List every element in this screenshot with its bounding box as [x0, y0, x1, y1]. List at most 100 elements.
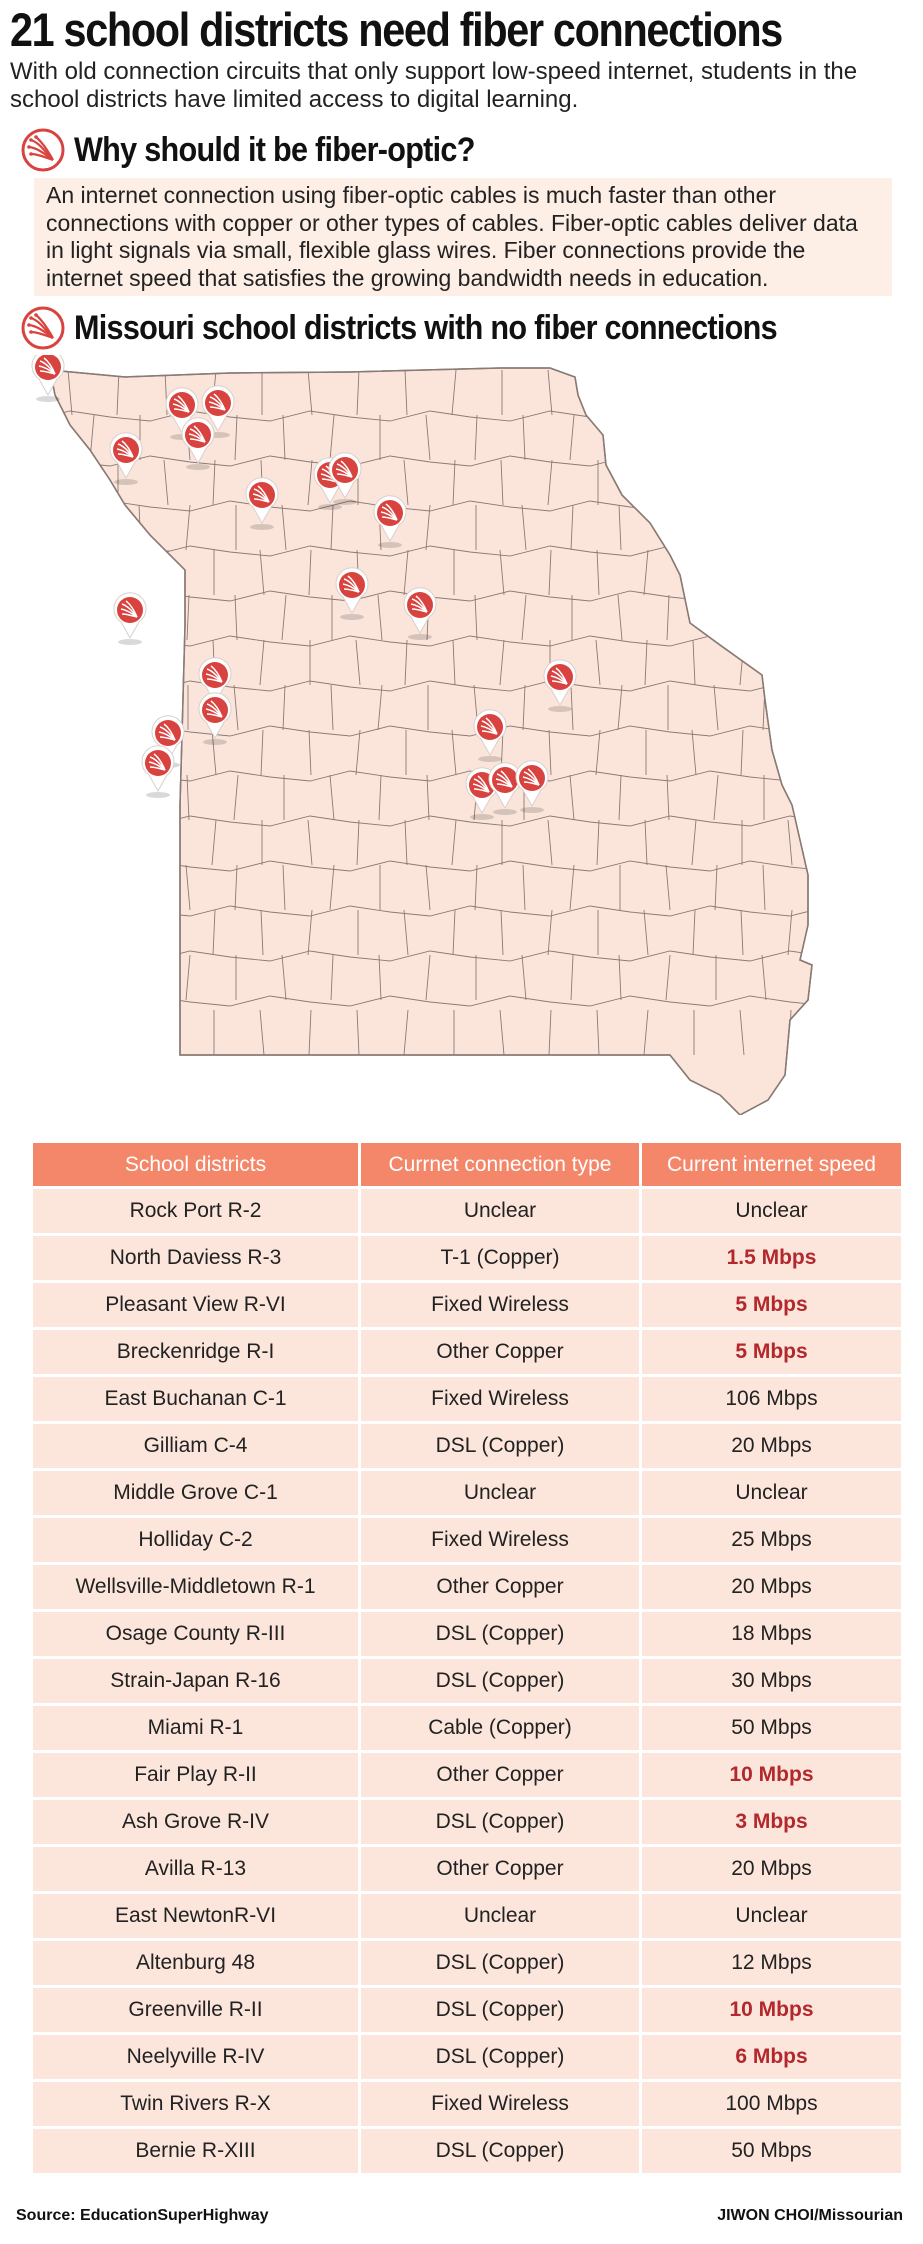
fiber-optic-pin-icon [113, 592, 147, 646]
district-cell: Pleasant View R-VI [33, 1283, 358, 1327]
internet-speed-cell: 106 Mbps [642, 1377, 901, 1421]
connection-type-cell: Unclear [361, 1894, 639, 1938]
connection-type-cell: Unclear [361, 1471, 639, 1515]
connection-type-cell: Fixed Wireless [361, 1518, 639, 1562]
internet-speed-cell: 100 Mbps [642, 2082, 901, 2126]
internet-speed-cell: 10 Mbps [642, 1988, 901, 2032]
district-cell: East Buchanan C-1 [33, 1377, 358, 1421]
connection-type-cell: Cable (Copper) [361, 1706, 639, 1750]
connection-type-cell: DSL (Copper) [361, 2129, 639, 2173]
connection-type-cell: Fixed Wireless [361, 1377, 639, 1421]
source-credit: Source: EducationSuperHighway [16, 2207, 269, 2224]
table-row: Greenville R-II DSL (Copper) 10 Mbps [33, 1988, 901, 2032]
internet-speed-cell: 3 Mbps [642, 1800, 901, 1844]
missouri-map [31, 355, 813, 1115]
district-cell: Ash Grove R-IV [33, 1800, 358, 1844]
column-header-district: School districts [33, 1143, 358, 1186]
internet-speed-cell: 5 Mbps [642, 1283, 901, 1327]
internet-speed-cell: 20 Mbps [642, 1847, 901, 1891]
internet-speed-cell: 10 Mbps [642, 1753, 901, 1797]
connection-type-cell: Unclear [361, 1189, 639, 1233]
connection-type-cell: Fixed Wireless [361, 1283, 639, 1327]
district-cell: Twin Rivers R-X [33, 2082, 358, 2126]
district-cell: Osage County R-III [33, 1612, 358, 1656]
internet-speed-cell: 5 Mbps [642, 1330, 901, 1374]
column-header-internet-speed: Current internet speed [642, 1143, 901, 1186]
district-cell: East NewtonR-VI [33, 1894, 358, 1938]
internet-speed-cell: 20 Mbps [642, 1424, 901, 1468]
table-row: Twin Rivers R-X Fixed Wireless 100 Mbps [33, 2082, 901, 2126]
district-cell: Gilliam C-4 [33, 1424, 358, 1468]
section-heading-why-label: Why should it be fiber-optic? [74, 130, 475, 169]
table-row: East NewtonR-VI Unclear Unclear [33, 1894, 901, 1938]
table-row: North Daviess R-3 T-1 (Copper) 1.5 Mbps [33, 1236, 901, 1280]
table-row: Bernie R-XIII DSL (Copper) 50 Mbps [33, 2129, 901, 2173]
district-cell: North Daviess R-3 [33, 1236, 358, 1280]
table-row: East Buchanan C-1 Fixed Wireless 106 Mbps [33, 1377, 901, 1421]
internet-speed-cell: 25 Mbps [642, 1518, 901, 1562]
district-cell: Fair Play R-II [33, 1753, 358, 1797]
district-cell: Neelyville R-IV [33, 2035, 358, 2079]
fiber-optic-icon [21, 128, 65, 172]
internet-speed-cell: 12 Mbps [642, 1941, 901, 1985]
table-row: Fair Play R-II Other Copper 10 Mbps [33, 1753, 901, 1797]
connection-type-cell: DSL (Copper) [361, 1941, 639, 1985]
table-header-row: School districts Currnet connection type… [33, 1143, 901, 1186]
connection-type-cell: Other Copper [361, 1330, 639, 1374]
table-row: Miami R-1 Cable (Copper) 50 Mbps [33, 1706, 901, 1750]
connection-type-cell: Fixed Wireless [361, 2082, 639, 2126]
district-cell: Middle Grove C-1 [33, 1471, 358, 1515]
column-header-connection-type: Currnet connection type [361, 1143, 639, 1186]
section-heading-map-label: Missouri school districts with no fiber … [74, 308, 778, 347]
connection-type-cell: Other Copper [361, 1753, 639, 1797]
connection-type-cell: DSL (Copper) [361, 1659, 639, 1703]
connection-type-cell: DSL (Copper) [361, 1424, 639, 1468]
table-row: Osage County R-III DSL (Copper) 18 Mbps [33, 1612, 901, 1656]
district-cell: Greenville R-II [33, 1988, 358, 2032]
page-title: 21 school districts need fiber connectio… [10, 3, 783, 56]
table-row: Rock Port R-2 Unclear Unclear [33, 1189, 901, 1233]
internet-speed-cell: 1.5 Mbps [642, 1236, 901, 1280]
district-cell: Bernie R-XIII [33, 2129, 358, 2173]
table-row: Breckenridge R-I Other Copper 5 Mbps [33, 1330, 901, 1374]
table-row: Gilliam C-4 DSL (Copper) 20 Mbps [33, 1424, 901, 1468]
section-heading-why: Why should it be fiber-optic? [20, 128, 519, 172]
district-cell: Strain-Japan R-16 [33, 1659, 358, 1703]
internet-speed-cell: 6 Mbps [642, 2035, 901, 2079]
district-cell: Holliday C-2 [33, 1518, 358, 1562]
table-row: Neelyville R-IV DSL (Copper) 6 Mbps [33, 2035, 901, 2079]
internet-speed-cell: Unclear [642, 1471, 901, 1515]
connection-type-cell: DSL (Copper) [361, 2035, 639, 2079]
internet-speed-cell: Unclear [642, 1894, 901, 1938]
connection-type-cell: DSL (Copper) [361, 1612, 639, 1656]
district-cell: Breckenridge R-I [33, 1330, 358, 1374]
connection-type-cell: T-1 (Copper) [361, 1236, 639, 1280]
page-subtitle: With old connection circuits that only s… [10, 58, 858, 113]
connection-type-cell: DSL (Copper) [361, 1988, 639, 2032]
district-cell: Avilla R-13 [33, 1847, 358, 1891]
connection-type-cell: Other Copper [361, 1847, 639, 1891]
table-row: Pleasant View R-VI Fixed Wireless 5 Mbps [33, 1283, 901, 1327]
internet-speed-cell: Unclear [642, 1189, 901, 1233]
section-heading-map: Missouri school districts with no fiber … [20, 306, 855, 350]
internet-speed-cell: 18 Mbps [642, 1612, 901, 1656]
table-row: Holliday C-2 Fixed Wireless 25 Mbps [33, 1518, 901, 1562]
district-cell: Miami R-1 [33, 1706, 358, 1750]
internet-speed-cell: 30 Mbps [642, 1659, 901, 1703]
table-row: Avilla R-13 Other Copper 20 Mbps [33, 1847, 901, 1891]
fiber-optic-icon [21, 306, 65, 350]
table-row: Altenburg 48 DSL (Copper) 12 Mbps [33, 1941, 901, 1985]
internet-speed-cell: 20 Mbps [642, 1565, 901, 1609]
table-row: Middle Grove C-1 Unclear Unclear [33, 1471, 901, 1515]
fiber-explanation: An internet connection using fiber-optic… [34, 178, 892, 296]
fiber-optic-pin-icon [141, 745, 175, 799]
connection-type-cell: Other Copper [361, 1565, 639, 1609]
district-cell: Altenburg 48 [33, 1941, 358, 1985]
district-table: School districts Currnet connection type… [30, 1140, 904, 2176]
district-cell: Wellsville-Middletown R-1 [33, 1565, 358, 1609]
internet-speed-cell: 50 Mbps [642, 2129, 901, 2173]
district-cell: Rock Port R-2 [33, 1189, 358, 1233]
table-row: Ash Grove R-IV DSL (Copper) 3 Mbps [33, 1800, 901, 1844]
author-credit: JIWON CHOI/Missourian [717, 2207, 903, 2224]
internet-speed-cell: 50 Mbps [642, 1706, 901, 1750]
